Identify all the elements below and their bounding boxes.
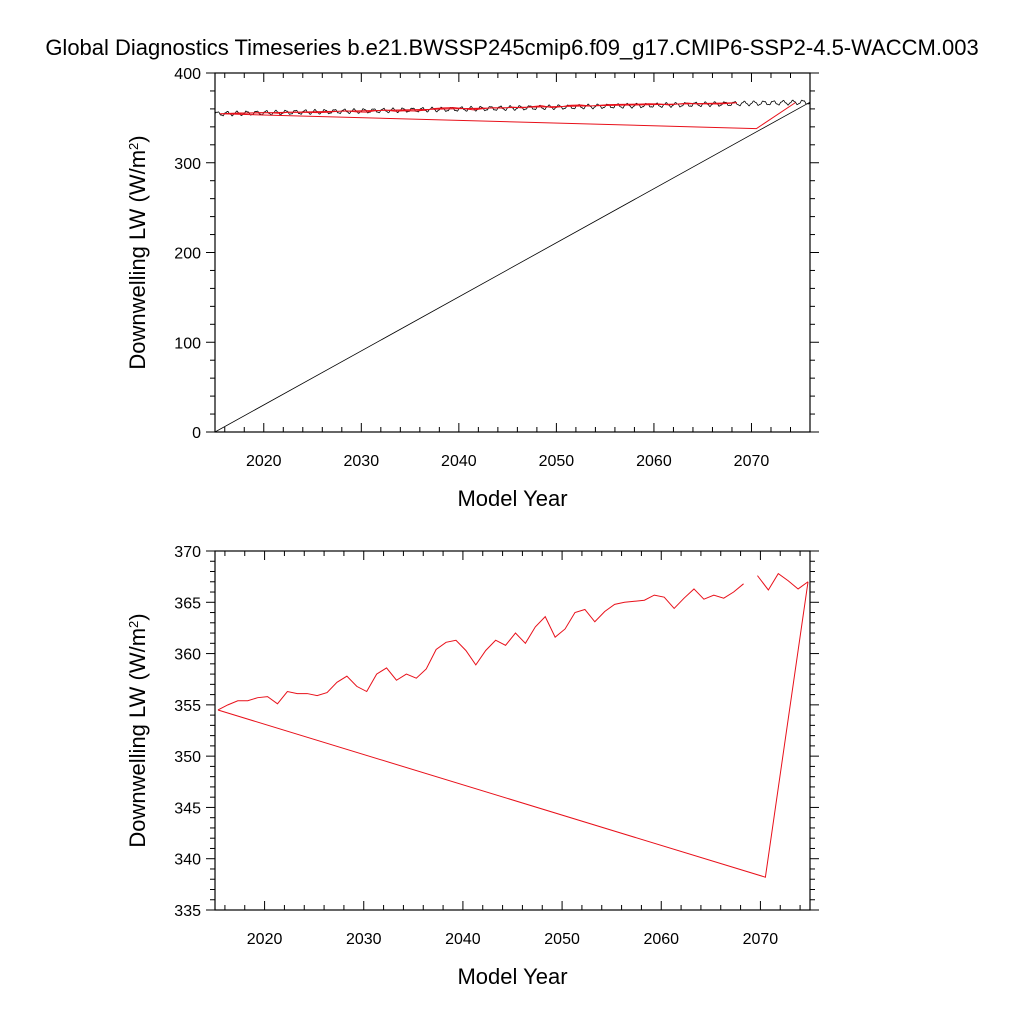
top-plot-frame bbox=[214, 72, 811, 433]
top-series-monthly-line bbox=[215, 99, 810, 117]
bottom-x-axis-label: Model Year bbox=[457, 964, 567, 989]
bottom-series-annual-segment-0 bbox=[217, 583, 744, 711]
top-x-axis-label: Model Year bbox=[457, 486, 567, 511]
bottom-plot-frame bbox=[214, 550, 811, 911]
top-y-tick-label: 200 bbox=[174, 246, 201, 263]
top-x-tick-label: 2060 bbox=[636, 453, 672, 470]
bottom-y-tick-label: 365 bbox=[174, 595, 201, 612]
bottom-y-tick-label: 345 bbox=[174, 800, 201, 817]
top-x-tick-label: 2040 bbox=[441, 453, 477, 470]
top-series-monthly-wrap-line bbox=[215, 101, 810, 432]
top-x-tick-label: 2030 bbox=[344, 453, 380, 470]
top-y-tick-label: 400 bbox=[174, 66, 201, 83]
top-chart-downwelling-lw: 2020 2030 2040 2050 2060 2070 0 100 200 300 400 Mod… bbox=[125, 66, 819, 511]
top-y-axis-label: Downwelling LW (W/m2) bbox=[125, 135, 150, 369]
top-y-tick-label: 300 bbox=[174, 156, 201, 173]
bottom-x-tick-label: 2020 bbox=[247, 931, 283, 948]
bottom-y-tick-label: 335 bbox=[174, 903, 201, 920]
top-series-annual-line bbox=[219, 102, 796, 130]
bottom-y-tick-label: 355 bbox=[174, 698, 201, 715]
bottom-y-tick-label: 360 bbox=[174, 647, 201, 664]
bottom-y-tick-label: 340 bbox=[174, 852, 201, 869]
bottom-y-tick-label: 350 bbox=[174, 749, 201, 766]
top-y-tick-label: 0 bbox=[192, 425, 201, 442]
bottom-chart-downwelling-lw: 2020 2030 2040 2050 2060 2070 335 340 345 350 355 3… bbox=[125, 544, 819, 989]
figure-title: Global Diagnostics Timeseries b.e21.BWSS… bbox=[45, 35, 978, 60]
top-x-tick-label: 2050 bbox=[539, 453, 575, 470]
top-y-tick-label: 100 bbox=[174, 335, 201, 352]
top-x-tick-label: 2020 bbox=[246, 453, 282, 470]
bottom-x-tick-label: 2070 bbox=[743, 931, 779, 948]
bottom-x-tick-label: 2060 bbox=[643, 931, 679, 948]
top-x-tick-label: 2070 bbox=[734, 453, 770, 470]
bottom-y-axis-label: Downwelling LW (W/m2) bbox=[125, 613, 150, 847]
bottom-series-annual-segment-2 bbox=[217, 581, 809, 878]
bottom-y-tick-label: 370 bbox=[174, 544, 201, 561]
bottom-x-tick-label: 2030 bbox=[346, 931, 382, 948]
bottom-series-annual-segment-1 bbox=[757, 572, 809, 591]
bottom-x-tick-label: 2050 bbox=[544, 931, 580, 948]
bottom-x-tick-label: 2040 bbox=[445, 931, 481, 948]
